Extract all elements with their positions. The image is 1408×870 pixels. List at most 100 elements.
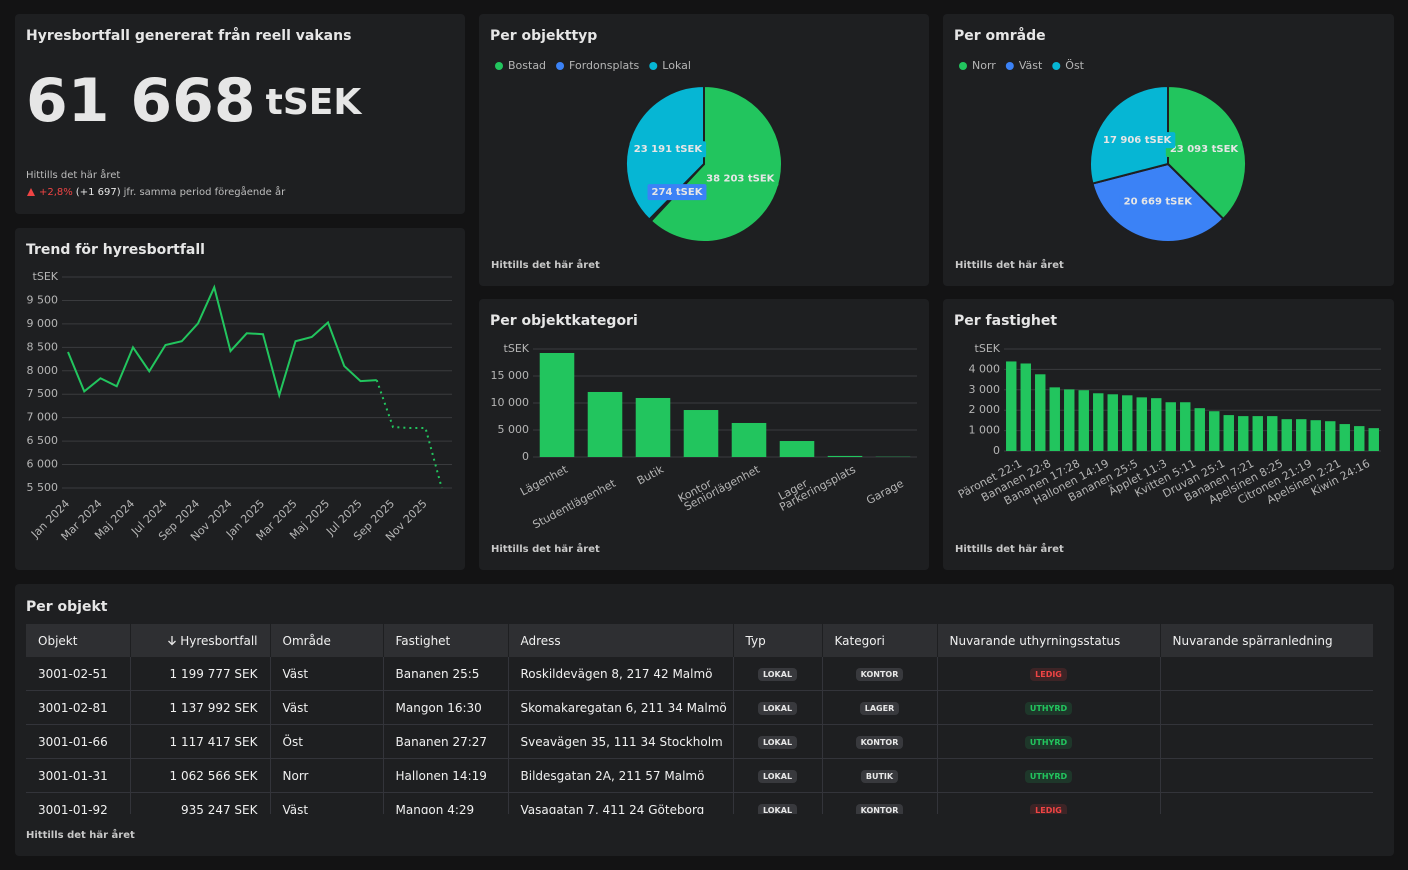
table-cell: Bildesgatan 2A, 211 57 Malmö [508,758,734,793]
bar [1368,428,1379,451]
bar [1267,416,1278,451]
column-header[interactable]: Typ [733,624,823,657]
column-header[interactable]: Nuvarande spärranledning [1160,624,1373,657]
bar [1136,397,1147,451]
cell-text: Väst [282,802,309,815]
table-cell: KONTOR [822,792,938,814]
table-cell [1160,758,1373,793]
status-badge: LEDIG [1030,668,1067,681]
table-cell: 3001-01-31 [26,758,131,793]
table-cell [1160,657,1373,691]
table-row: 3001-02-51 1 199 777 SEK Väst Bananen 25:5 R… [26,657,1373,691]
table-cell: LEDIG [937,792,1161,814]
y-tick-label: 0 [522,450,529,463]
column-header[interactable]: Objekt [26,624,131,657]
table-cell: KONTOR [822,657,938,691]
y-tick-label: 1 000 [969,424,1001,437]
chart-footer: Hittills det här året [491,542,600,555]
chart-footer: Hittills det här året [491,258,600,271]
column-header[interactable]: Adress [508,624,734,657]
cell-text: Hallonen 14:19 [395,768,487,783]
tag-badge: LOKAL [757,702,798,715]
table-cell: LEDIG [937,657,1161,691]
column-header[interactable]: Nuvarande uthyrningsstatus [937,624,1161,657]
slice-label-bg [629,141,707,158]
table-cell: 1 137 992 SEK [130,690,271,725]
column-header[interactable]: Fastighet [383,624,509,657]
legend-label: Norr [972,59,996,72]
kpi-card [15,14,465,214]
chart-title: Per fastighet [954,313,1057,329]
bar [1093,393,1104,451]
legend-dot [1005,62,1014,70]
y-tick-label: 7 000 [27,411,59,424]
status-badge: UTHYRD [1024,702,1073,715]
table-cell: BUTIK [822,758,938,793]
column-header[interactable]: Hyresbortfall [130,624,271,657]
kpi-unit: tSEK [266,82,363,123]
cell-text: 3001-02-51 [38,666,108,681]
legend-dot [649,62,658,70]
cell-text: 1 199 777 SEK [169,666,258,681]
cell-text: 1 062 566 SEK [169,768,258,783]
legend-dot [1052,62,1061,70]
trend-line [67,284,377,399]
bar [1035,374,1046,451]
table-container: Objekt Hyresbortfall Område Fastighet Adress… [26,624,1373,814]
tag-badge: LOKAL [757,668,798,681]
table-cell: Vasagatan 7, 411 24 Göteborg [508,792,734,814]
column-header[interactable]: Kategori [822,624,938,657]
tag-badge: LAGER [859,702,900,715]
legend-label: Fordonsplats [569,59,640,72]
legend-label: Öst [1065,59,1084,72]
table-cell: KONTOR [822,724,938,759]
tag-badge: KONTOR [855,736,904,749]
y-tick-label: 0 [993,444,1000,457]
bar [587,391,623,457]
cell-text: 3001-02-81 [38,700,108,715]
legend-dot [959,62,967,70]
table-cell: LOKAL [733,758,823,793]
table-cell [1160,690,1373,725]
cell-text: Bananen 27:27 [395,734,488,749]
slice-label: 38 203 tSEK [706,173,776,184]
slice-label-bg [702,170,779,187]
cell-text: Mangon 4:29 [395,802,475,815]
table-cell: Hallonen 14:19 [383,758,509,793]
y-tick-label: 3 000 [969,383,1001,396]
kpi-change: +2,8% [39,187,73,198]
table-cell: LOKAL [733,724,823,759]
table-cell: Väst [270,690,384,725]
column-header[interactable]: Område [270,624,384,657]
bar [1078,390,1089,451]
table-footer: Hittills det här året [26,828,135,841]
y-tick-label: 5 500 [27,481,59,494]
kpi-period: Hittills det här året [26,168,120,181]
chart-title: Per objektkategori [490,313,638,329]
bar [1296,419,1307,451]
bar [1049,387,1060,451]
slice-label-bg [1165,141,1243,158]
sort-icon [168,635,177,645]
table-cell: UTHYRD [937,690,1161,725]
column-header-label: Område [282,633,331,648]
table-title: Per objekt [26,599,108,615]
cell-text: Bananen 25:5 [395,666,480,681]
y-tick-label: 10 000 [491,396,530,409]
status-badge: LEDIG [1030,804,1067,814]
bar [1209,411,1220,451]
bar [1165,402,1176,451]
bar [1107,394,1118,451]
tag-badge: KONTOR [855,668,904,681]
table-cell: Mangon 4:29 [383,792,509,815]
bar [1122,395,1133,451]
tag-badge: LOKAL [757,804,798,814]
table-cell: LOKAL [733,657,823,691]
kpi-number: 61 668 [26,66,256,136]
slice-label: 17 906 tSEK [1103,135,1173,146]
cell-text: 1 117 417 SEK [169,734,258,749]
cell-text: 3001-01-66 [38,734,108,749]
tag-badge: LOKAL [757,736,798,749]
cell-text: Norr [282,768,309,783]
kpi-title: Hyresbortfall genererat från reell vakan… [26,27,351,44]
